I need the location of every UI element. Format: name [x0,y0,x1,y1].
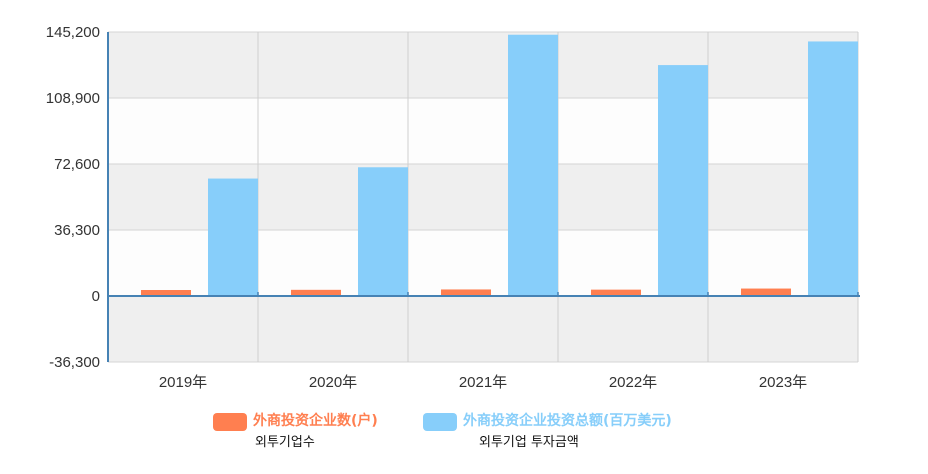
y-tick-label: 0 [92,288,100,305]
y-tick-label: 72,600 [54,156,100,173]
x-tick-label: 2023年 [759,374,807,391]
bar-chart: 145,200 108,900 72,600 36,300 0 -36,300 2019年… [46,24,860,391]
x-tick-label: 2020年 [309,374,357,391]
bar-enterprise-count[interactable] [741,288,791,296]
grid-band [108,296,858,362]
background-bands [108,32,858,362]
legend-sublabel-investment-total: 외투기업 투자금액 [479,435,579,450]
y-tick-label: -36,300 [49,354,100,371]
bar-investment-total[interactable] [358,167,408,296]
legend-sublabel-enterprise-count: 외투기업수 [255,435,315,450]
x-axis-ticks: 2019年 2020年 2021年 2022年 2023年 [159,374,807,391]
axes [107,32,860,362]
legend-label-investment-total: 外商投资企业投资总额(百万美元) [463,413,672,429]
bar-investment-total[interactable] [808,41,858,296]
legend-item-investment-total[interactable]: 外商投资企业投资总额(百万美元) 외투기업 투자금액 [423,411,672,453]
bar-investment-total[interactable] [208,178,258,296]
y-tick-label: 36,300 [54,222,100,239]
legend-label-enterprise-count: 外商投资企业数(户) [253,413,378,429]
bar-investment-total[interactable] [508,34,558,297]
legend-item-enterprise-count[interactable]: 外商投资企业数(户) 외투기업수 [213,411,378,453]
bars [141,34,858,297]
x-tick-label: 2021年 [459,374,507,391]
y-tick-label: 108,900 [46,90,100,107]
bar-enterprise-count[interactable] [441,289,491,296]
bar-enterprise-count[interactable] [291,289,341,296]
bar-enterprise-count[interactable] [591,289,641,296]
bar-investment-total[interactable] [658,65,708,296]
grid-band [108,98,858,164]
y-tick-label: 145,200 [46,24,100,41]
bar-enterprise-count[interactable] [141,290,191,296]
x-tick-label: 2019年 [159,374,207,391]
legend: 外商投资企业数(户) 외투기업수 外商投资企业投资总额(百万美元) 외투기업 투… [0,411,928,471]
legend-swatch-enterprise-count [213,413,247,431]
x-tick-label: 2022年 [609,374,657,391]
legend-swatch-investment-total [423,413,457,431]
grid-band [108,32,858,98]
y-axis-ticks: 145,200 108,900 72,600 36,300 0 -36,300 [46,24,100,371]
